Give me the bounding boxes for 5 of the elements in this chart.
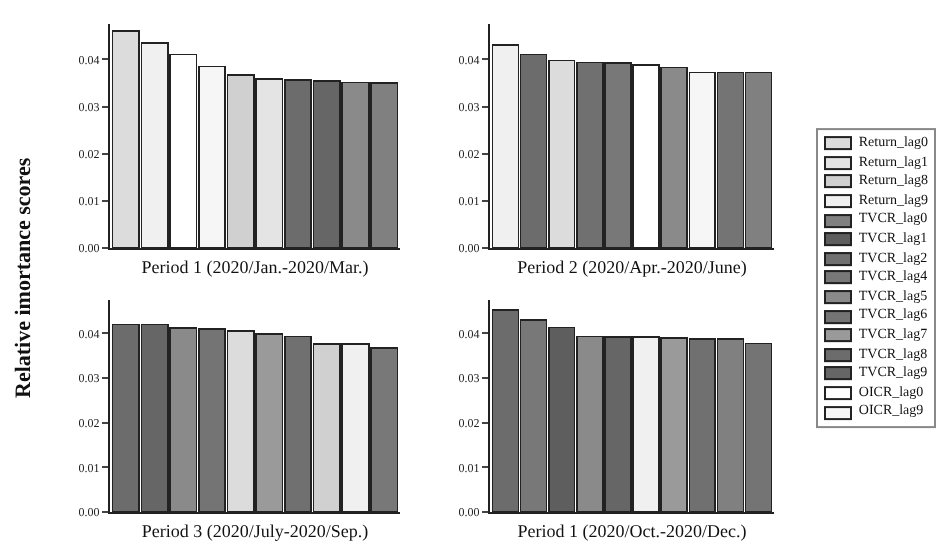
- y-axis-title: Relative imortance scores: [12, 156, 36, 398]
- x-axis-title: Period 3 (2020/July-2020/Sep.): [141, 520, 369, 541]
- x-axis-title: Period 2 (2020/Apr.-2020/June): [517, 256, 747, 277]
- x-axis-title: Period 1 (2020/Jan.-2020/Mar.): [141, 256, 369, 277]
- x-axis-title: Period 1 (2020/Oct.-2020/Dec.): [517, 520, 747, 541]
